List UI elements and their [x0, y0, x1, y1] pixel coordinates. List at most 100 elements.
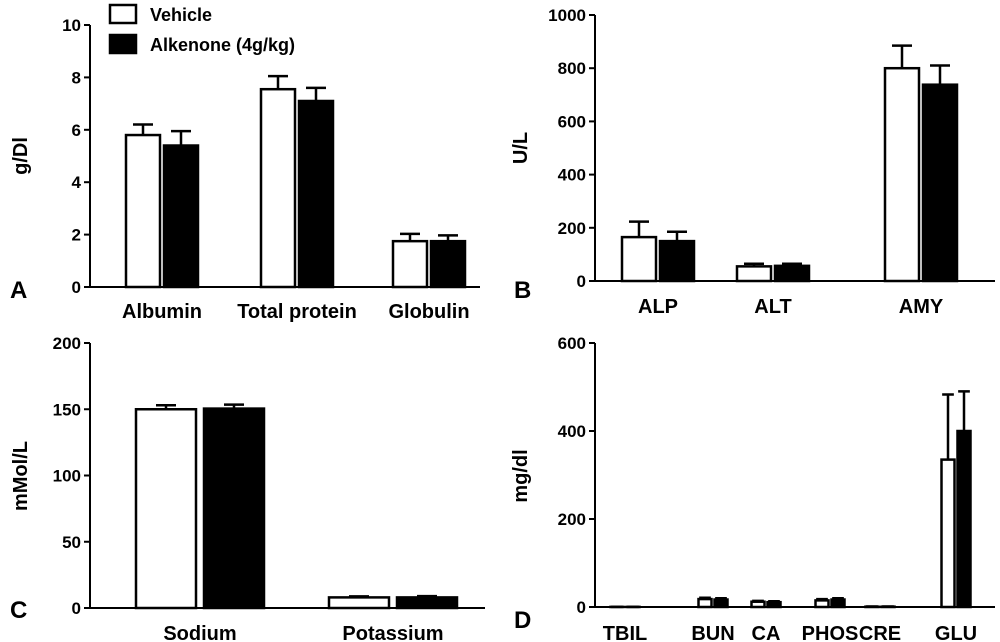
panel-b-bar-vehicle — [883, 66, 921, 283]
panel-c-ytick-label: 0 — [72, 599, 81, 618]
panel-d-bar-vehicle — [750, 600, 766, 609]
panel-a-bar-vehicle — [259, 87, 297, 289]
panel-d-category-label: BUN — [691, 623, 734, 642]
panel-a-letter: A — [10, 277, 27, 304]
panel-d-category-label: PHOS — [802, 623, 859, 642]
panel-a-error-bar-vehicle — [268, 74, 288, 90]
panel-d-category-label: TBIL — [603, 623, 647, 642]
panel-a-y-axis-title: g/Dl — [10, 137, 32, 175]
panel-c: 0 50 100 150 200 mMol/L C Sodium Potassium — [10, 334, 485, 642]
panel-b-ytick-label: 1000 — [548, 6, 586, 25]
legend-swatch-vehicle — [108, 3, 138, 25]
panel-d-category-label: CRE — [859, 623, 901, 642]
panel-b-ytick-label: 600 — [558, 112, 586, 131]
panel-c-y-axis-title: mMol/L — [10, 441, 32, 511]
panel-d-category-label: CA — [752, 623, 781, 642]
panel-d-error-bar-alkenone — [768, 600, 780, 603]
panel-d-error-bar-alkenone — [832, 596, 844, 600]
panel-b-ytick-label: 800 — [558, 59, 586, 78]
panel-c-ytick-label: 150 — [53, 400, 81, 419]
panel-c-bar-vehicle — [134, 408, 198, 610]
panel-b-error-bar-vehicle — [744, 262, 764, 267]
panel-b-ytick-label: 200 — [558, 219, 586, 238]
panel-a-bar-vehicle — [391, 239, 429, 289]
panel-c-bar-vehicle — [327, 596, 391, 610]
panel-c-ytick-label: 100 — [53, 467, 81, 486]
panel-c-error-bar-alkenone — [224, 403, 244, 409]
panel-d-error-bar-vehicle — [942, 393, 954, 460]
panel-d-ytick-label: 400 — [558, 422, 586, 441]
panel-a-ytick-label: 6 — [72, 121, 81, 140]
panel-b-bar-alkenone — [773, 264, 811, 283]
panel-c-error-bar-vehicle — [156, 404, 176, 410]
panel-a-category-label: Total protein — [237, 301, 357, 323]
panel-c-error-bar-vehicle — [349, 595, 369, 598]
panel-d-error-bar-alkenone — [958, 390, 970, 431]
panel-b-error-bar-vehicle — [629, 220, 649, 238]
panel-b-error-bar-alkenone — [782, 262, 802, 266]
panel-b-ytick-label: 400 — [558, 166, 586, 185]
panel-b-category-label: AMY — [899, 296, 944, 318]
panel-b-category-label: ALT — [754, 296, 791, 318]
panel-d-ytick-label: 0 — [577, 598, 586, 617]
panel-a-error-bar-alkenone — [306, 86, 326, 101]
panel-d-bar-alkenone — [713, 598, 729, 609]
panel-d-error-bar-vehicle — [699, 596, 711, 600]
panel-d-error-bar-vehicle — [752, 599, 764, 603]
panel-d-error-bar-alkenone — [715, 596, 727, 600]
panel-d-y-axis-title: mg/dl — [510, 449, 532, 502]
panel-c-category-label: Sodium — [163, 623, 236, 642]
legend-label-alkenone: Alkenone (4g/kg) — [150, 35, 295, 55]
panel-a-ytick-label: 0 — [72, 278, 81, 297]
panel-a-category-label: Albumin — [122, 301, 202, 323]
panel-a-ytick-label: 2 — [72, 226, 81, 245]
panel-c-bar-alkenone — [395, 596, 459, 610]
panel-d-ytick-label: 600 — [558, 334, 586, 353]
panel-d-bar-vehicle — [814, 599, 830, 609]
panel-a-category-label: Globulin — [388, 301, 469, 323]
panel-a-ytick-label: 4 — [72, 173, 82, 192]
panel-b: 0 200 400 600 800 1000 U/L B ALP ALT AMY — [510, 6, 995, 318]
panel-a-error-bar-vehicle — [400, 232, 420, 242]
panel-c-letter: C — [10, 597, 27, 624]
panel-b-bar-vehicle — [735, 265, 773, 283]
panel-b-error-bar-alkenone — [930, 64, 950, 85]
panel-a-ytick-label: 10 — [62, 16, 81, 35]
panel-d-bar-vehicle — [697, 597, 713, 609]
panel-b-y-axis-title: U/L — [510, 132, 532, 164]
panel-c-category-label: Potassium — [342, 623, 443, 642]
panel-c-bar-alkenone — [202, 407, 266, 610]
panel-b-error-bar-vehicle — [892, 44, 912, 69]
panel-a-error-bar-vehicle — [133, 123, 153, 136]
panel-d-letter: D — [514, 607, 531, 634]
panel-d-bar-vehicle — [940, 458, 956, 609]
panel-a-bar-alkenone — [162, 144, 200, 289]
panel-b-bar-alkenone — [658, 239, 696, 283]
legend: Vehicle Alkenone (4g/kg) — [108, 3, 295, 55]
panel-a-error-bar-alkenone — [438, 234, 458, 242]
panel-c-error-bar-alkenone — [417, 594, 437, 598]
panel-b-error-bar-alkenone — [667, 230, 687, 242]
panel-b-ytick-label: 0 — [577, 272, 586, 291]
panel-d-error-bar-vehicle — [816, 597, 828, 601]
panel-a-error-bar-alkenone — [171, 129, 191, 146]
panel-a-bar-vehicle — [124, 133, 162, 289]
panel-d-category-label: GLU — [935, 623, 977, 642]
panel-d: 0 200 400 600 mg/dl D TBIL BUN CA PHOS CRE GLU — [510, 334, 995, 642]
panel-b-bar-vehicle — [620, 235, 658, 283]
panel-d-bar-alkenone — [766, 600, 782, 609]
panel-b-category-label: ALP — [638, 296, 678, 318]
panel-a-bar-alkenone — [297, 99, 335, 289]
panel-a-bar-alkenone — [429, 239, 467, 289]
panel-d-bar-alkenone — [956, 429, 972, 609]
legend-label-vehicle: Vehicle — [150, 5, 212, 25]
panel-c-ytick-label: 50 — [62, 533, 81, 552]
panel-b-bar-alkenone — [921, 83, 959, 283]
panel-d-ytick-label: 200 — [558, 510, 586, 529]
panel-a: 0 2 4 6 8 10 g/Dl A Albumin Total protein Globulin — [10, 16, 480, 323]
panel-c-ytick-label: 200 — [53, 334, 81, 353]
panel-b-letter: B — [514, 277, 531, 304]
legend-swatch-alkenone — [108, 33, 138, 55]
panel-a-ytick-label: 8 — [72, 68, 81, 87]
